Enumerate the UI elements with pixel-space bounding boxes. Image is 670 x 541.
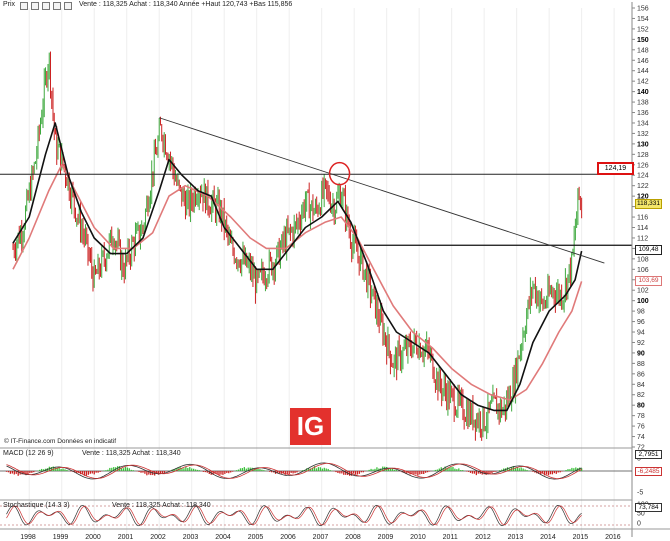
y-tick-label: 116 — [637, 215, 648, 222]
y-tick-label: 146 — [637, 58, 649, 65]
y-tick-label: 144 — [637, 68, 649, 75]
x-tick-label: 2006 — [280, 534, 296, 541]
y-tick-label: 122 — [637, 183, 649, 190]
ma-black-line — [12, 122, 583, 412]
y-tick-label: 134 — [637, 120, 649, 127]
resistance-badge: 124,19 — [597, 162, 634, 175]
settings-icon[interactable] — [42, 2, 50, 10]
add-icon[interactable] — [64, 2, 72, 10]
price-info: Vente : 118,325 Achat : 118,340 Année +H… — [79, 1, 293, 8]
x-tick-label: 2005 — [248, 534, 264, 541]
y-tick-label: 74 — [637, 434, 645, 441]
stoch-badge: 73,784 — [635, 503, 662, 512]
stoch-label: Stochastique (14 3 3) — [3, 502, 70, 509]
macd-low-badge: -6,2485 — [635, 467, 662, 476]
y-tick-label: 138 — [637, 100, 649, 107]
macd-tick-label: 5 — [637, 456, 641, 463]
y-tick-label: 112 — [637, 235, 648, 242]
x-tick-label: 2004 — [215, 534, 231, 541]
x-tick-label: 2014 — [540, 534, 556, 541]
ma-red-line — [12, 164, 583, 401]
y-tick-label: 80 — [637, 403, 645, 410]
y-tick-label: 86 — [637, 371, 645, 378]
x-tick-label: 2002 — [150, 534, 166, 541]
y-tick-label: 120 — [637, 194, 649, 201]
y-tick-label: 126 — [637, 162, 649, 169]
trendline — [159, 117, 605, 264]
y-tick-label: 88 — [637, 361, 645, 368]
x-tick-label: 2015 — [573, 534, 589, 541]
macd-info: Vente : 118,325 Achat : 118,340 — [82, 450, 181, 457]
macd-signal-line — [6, 462, 582, 480]
y-tick-label: 100 — [637, 298, 649, 305]
y-tick-label: 140 — [637, 89, 649, 96]
macd-label: MACD (12 26 9) — [3, 450, 54, 457]
y-tick-label: 98 — [637, 309, 645, 316]
x-tick-label: 2009 — [378, 534, 394, 541]
last-price-badge: 118,331 — [635, 199, 662, 209]
y-tick-label: 72 — [637, 445, 645, 452]
stoch-k-line — [6, 504, 582, 527]
y-tick-label: 128 — [637, 152, 649, 159]
y-tick-label: 148 — [637, 47, 649, 54]
price-panel-label: Prix — [3, 1, 16, 8]
x-tick-label: 1999 — [53, 534, 69, 541]
close-icon[interactable] — [53, 2, 61, 10]
credit-text: © IT-Finance.com Données en indicatif — [4, 438, 117, 445]
x-tick-label: 2000 — [85, 534, 101, 541]
ma-red-badge: 103,69 — [635, 276, 662, 286]
macd-high-badge: 2,7951 — [635, 450, 662, 459]
edit-icon[interactable] — [20, 2, 28, 10]
y-tick-label: 124 — [637, 173, 649, 180]
stoch-tick-label: 50 — [637, 511, 645, 518]
stoch-tick-label: 0 — [637, 521, 641, 528]
y-tick-label: 154 — [637, 16, 649, 23]
x-tick-label: 2011 — [443, 534, 458, 541]
y-tick-label: 108 — [637, 256, 649, 263]
x-tick-label: 1998 — [20, 534, 36, 541]
y-tick-label: 102 — [637, 288, 649, 295]
y-tick-label: 94 — [637, 330, 645, 337]
x-tick-label: 2001 — [118, 534, 134, 541]
highlight-circle — [328, 161, 351, 186]
x-tick-label: 2013 — [508, 534, 524, 541]
y-tick-label: 84 — [637, 382, 645, 389]
y-tick-label: 142 — [637, 79, 649, 86]
ma-black-badge: 109,48 — [635, 245, 662, 255]
x-tick-label: 2010 — [410, 534, 426, 541]
y-tick-label: 106 — [637, 267, 649, 274]
y-tick-label: 96 — [637, 319, 645, 326]
y-tick-label: 76 — [637, 424, 645, 431]
y-tick-label: 92 — [637, 340, 645, 347]
ig-logo: IG — [290, 408, 331, 445]
macd-tick-label: -5 — [637, 490, 643, 497]
y-tick-label: 150 — [637, 37, 649, 44]
stoch-info: Vente : 118,325 Achat : 118,340 — [112, 502, 211, 509]
y-tick-label: 130 — [637, 141, 649, 148]
y-tick-label: 132 — [637, 131, 649, 138]
stoch-d-line — [6, 505, 582, 526]
x-tick-label: 2012 — [475, 534, 491, 541]
x-tick-label: 2008 — [345, 534, 361, 541]
y-tick-label: 136 — [637, 110, 649, 117]
y-tick-label: 114 — [637, 225, 648, 232]
y-tick-label: 156 — [637, 6, 649, 13]
y-tick-label: 152 — [637, 26, 649, 33]
maximize-icon[interactable] — [31, 2, 39, 10]
y-tick-label: 78 — [637, 413, 645, 420]
y-tick-label: 82 — [637, 392, 645, 399]
x-tick-label: 2007 — [313, 534, 329, 541]
y-tick-label: 90 — [637, 350, 645, 357]
x-tick-label: 2016 — [605, 534, 621, 541]
x-tick-label: 2003 — [183, 534, 199, 541]
